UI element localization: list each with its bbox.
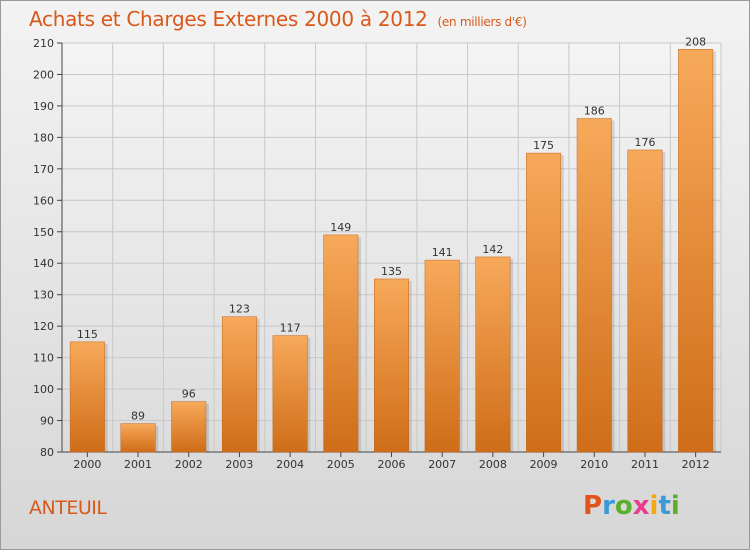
- y-tick-label: 160: [33, 194, 54, 207]
- bar-2009: [526, 152, 562, 453]
- data-label: 135: [381, 265, 402, 278]
- data-label: 141: [432, 246, 453, 259]
- bar-2011: [627, 149, 663, 453]
- data-label: 176: [634, 136, 655, 149]
- bar-2010: [576, 118, 612, 453]
- bar-2002: [171, 401, 207, 453]
- proxiti-logo: Proxiti: [583, 491, 680, 521]
- bar-2005: [323, 234, 359, 453]
- y-tick-label: 180: [33, 131, 54, 144]
- y-tick-label: 140: [33, 257, 54, 270]
- x-tick-label: 2010: [580, 458, 608, 471]
- x-tick-label: 2008: [479, 458, 507, 471]
- x-tick-label: 2007: [428, 458, 456, 471]
- x-tick-label: 2012: [682, 458, 710, 471]
- y-tick-label: 120: [33, 320, 54, 333]
- data-label: 115: [77, 328, 98, 341]
- data-labels: 115 89 96 123 117 149 135 141 142 175 186 176 208: [77, 35, 706, 422]
- x-tick-label: 2002: [175, 458, 203, 471]
- bar-2007: [424, 259, 460, 453]
- data-label: 89: [131, 410, 145, 423]
- data-label: 208: [685, 35, 706, 48]
- x-tick-label: 2006: [378, 458, 406, 471]
- data-label: 123: [229, 303, 250, 316]
- y-tick-label: 170: [33, 163, 54, 176]
- y-tick-label: 130: [33, 289, 54, 302]
- data-label: 96: [182, 388, 196, 401]
- y-tick-label: 90: [40, 415, 54, 428]
- data-label: 175: [533, 139, 554, 152]
- y-tick-label: 200: [33, 68, 54, 81]
- chart-title: Achats et Charges Externes 2000 à 2012 (e…: [29, 7, 527, 31]
- bar-2006: [374, 278, 409, 453]
- x-tick-label: 2001: [124, 458, 152, 471]
- data-label: 149: [330, 221, 351, 234]
- bars: [69, 49, 716, 453]
- x-tick-label: 2011: [631, 458, 659, 471]
- bar-2001: [120, 423, 156, 453]
- x-tick-label: 2004: [276, 458, 304, 471]
- x-tick-label: 2000: [73, 458, 101, 471]
- y-tick-label: 150: [33, 226, 54, 239]
- data-label: 142: [482, 243, 503, 256]
- bar-2012: [678, 49, 714, 453]
- data-label: 186: [584, 105, 605, 118]
- data-label: 117: [280, 322, 301, 335]
- y-tick-label: 80: [40, 446, 54, 459]
- x-tick-label: 2003: [225, 458, 253, 471]
- y-tick-label: 110: [33, 352, 54, 365]
- x-tick-label: 2005: [327, 458, 355, 471]
- x-tick-label: 2009: [530, 458, 558, 471]
- y-tick-label: 190: [33, 100, 54, 113]
- bar-2003: [221, 316, 257, 453]
- bar-2000: [69, 341, 105, 453]
- y-tick-label: 100: [33, 383, 54, 396]
- chart-title-text: Achats et Charges Externes 2000 à 2012: [29, 7, 428, 31]
- chart-subtitle: (en milliers d'€): [437, 15, 527, 29]
- y-tick-label: 210: [33, 37, 54, 50]
- commune-name: ANTEUIL: [29, 497, 107, 519]
- bar-2008: [475, 256, 511, 453]
- bar-2004: [272, 335, 308, 453]
